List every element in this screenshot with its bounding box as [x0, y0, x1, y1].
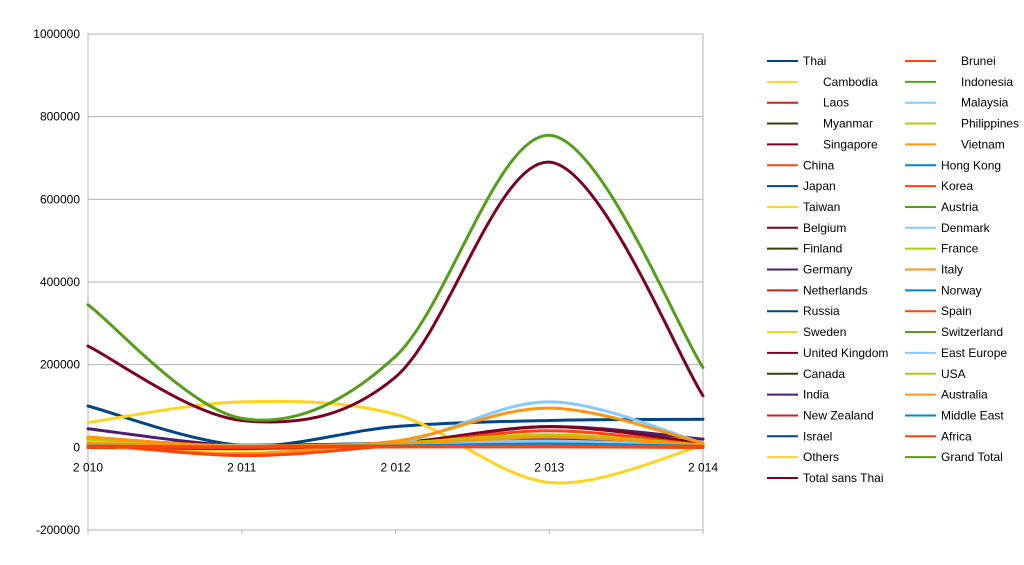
y-tick-label: 0 [73, 440, 80, 454]
legend-label: Australia [941, 388, 988, 402]
y-tick-label: 800000 [40, 110, 80, 124]
legend-label: Singapore [823, 137, 878, 151]
legend-label: Korea [941, 179, 973, 193]
y-tick-label: -200000 [36, 523, 80, 537]
legend-label: China [803, 158, 835, 172]
legend-label: Indonesia [961, 75, 1013, 89]
x-tick-label: 2 012 [380, 460, 410, 474]
legend-label: Japan [803, 179, 836, 193]
legend-label: Russia [803, 304, 840, 318]
legend-label: Africa [941, 429, 972, 443]
x-tick-label: 2 011 [227, 460, 256, 474]
legend-label: Taiwan [803, 200, 840, 214]
legend-label: Thai [803, 54, 826, 68]
legend-label: Austria [941, 200, 979, 214]
legend-label: Italy [941, 263, 963, 277]
legend-label: Philippines [961, 117, 1019, 131]
legend-label: Total sans Thai [803, 471, 884, 485]
legend-label: Spain [941, 304, 972, 318]
legend-label: Hong Kong [941, 158, 1001, 172]
y-tick-label: 200000 [40, 358, 80, 372]
legend-label: Denmark [941, 221, 991, 235]
legend-label: Germany [803, 263, 852, 277]
x-tick-label: 2 010 [73, 460, 103, 474]
legend-label: France [941, 242, 979, 256]
legend-label: Cambodia [823, 75, 878, 89]
legend-label: USA [941, 367, 966, 381]
legend-label: Malaysia [961, 96, 1009, 110]
y-tick-label: 400000 [40, 275, 80, 289]
y-tick-label: 1000000 [33, 27, 80, 41]
legend-label: India [803, 388, 829, 402]
legend-label: Myanmar [823, 117, 873, 131]
legend-label: Laos [823, 96, 849, 110]
x-tick-label: 2 013 [534, 460, 564, 474]
legend-label: Belgium [803, 221, 846, 235]
series-line-africa [88, 446, 703, 447]
legend-label: Switzerland [941, 325, 1003, 339]
legend-label: Israel [803, 429, 832, 443]
legend-label: Norway [941, 283, 982, 297]
legend-label: East Europe [941, 346, 1007, 360]
legend-label: Others [803, 450, 839, 464]
legend-label: New Zealand [803, 408, 874, 422]
legend-label: Vietnam [961, 137, 1005, 151]
legend-label: Finland [803, 242, 842, 256]
legend-label: Netherlands [803, 283, 868, 297]
legend-label: Canada [803, 367, 845, 381]
legend-label: Sweden [803, 325, 846, 339]
y-tick-label: 600000 [40, 192, 80, 206]
legend-label: United Kingdom [803, 346, 888, 360]
legend-label: Brunei [961, 54, 996, 68]
x-tick-label: 2 014 [688, 460, 718, 474]
legend-label: Grand Total [941, 450, 1003, 464]
legend-label: Middle East [941, 408, 1004, 422]
